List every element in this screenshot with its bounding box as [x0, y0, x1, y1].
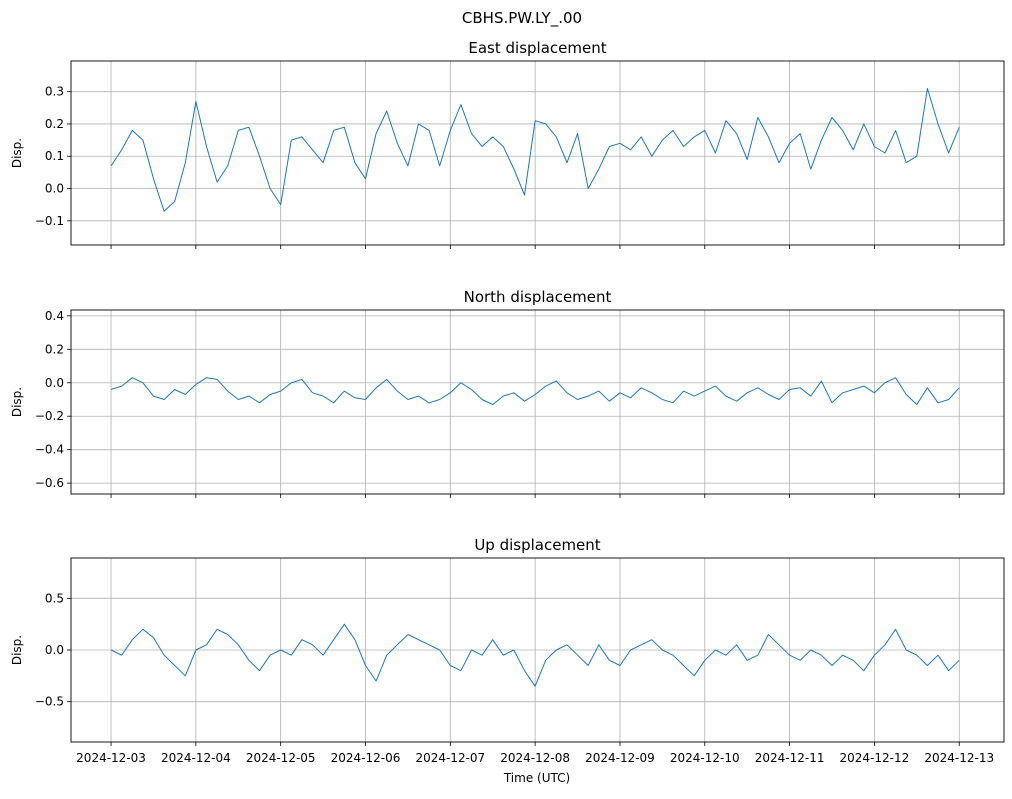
x-tick-label: 2024-12-07 [415, 751, 485, 765]
y-axis-label: Disp. [10, 387, 24, 417]
axes-frame [70, 60, 1005, 246]
panel-0: −0.1 0.0 0.1 0.2 0.3 East displacement Disp. [10, 39, 1005, 249]
y-tick-label: 0.2 [45, 117, 64, 131]
x-tick-label: 2024-12-12 [840, 751, 910, 765]
series-line [110, 87, 960, 212]
y-tick-label: −0.6 [35, 476, 64, 490]
y-tick-label: 0.3 [45, 85, 64, 99]
x-tick-label: 2024-12-06 [331, 751, 401, 765]
y-tick-label: 0.5 [45, 591, 64, 605]
panel-1: −0.6 −0.4 −0.2 0.0 0.2 0.4 North displacement D… [10, 288, 1005, 498]
series-line [110, 377, 960, 405]
panel-title: East displacement [468, 39, 606, 57]
y-tick-label: 0.1 [45, 149, 64, 163]
y-tick-label: −0.5 [35, 695, 64, 709]
x-tick-label: 2024-12-10 [670, 751, 740, 765]
x-tick-label: 2024-12-08 [500, 751, 570, 765]
x-axis-label: Time (UTC) [503, 771, 570, 785]
panel-2: 2024-12-03 2024-12-04 2024-12-05 2024-12-06… [10, 536, 1005, 765]
x-tick-label: 2024-12-03 [76, 751, 146, 765]
figure-title: CBHS.PW.LY_.00 [462, 9, 582, 28]
y-tick-label: −0.2 [35, 409, 64, 423]
panel-title: Up displacement [474, 536, 600, 554]
y-tick-label: 0.0 [45, 376, 64, 390]
y-tick-label: −0.4 [35, 443, 64, 457]
y-tick-label: 0.0 [45, 182, 64, 196]
x-tick-label: 2024-12-11 [755, 751, 825, 765]
y-tick-label: 0.2 [45, 342, 64, 356]
panel-title: North displacement [464, 288, 612, 306]
y-tick-label: −0.1 [35, 214, 64, 228]
axes-frame [70, 557, 1005, 743]
y-tick-label: 0.4 [45, 309, 64, 323]
x-tick-label: 2024-12-05 [246, 751, 316, 765]
y-tick-label: 0.0 [45, 643, 64, 657]
x-tick-label: 2024-12-04 [161, 751, 231, 765]
y-axis-label: Disp. [10, 138, 24, 168]
x-tick-label: 2024-12-09 [585, 751, 655, 765]
y-axis-label: Disp. [10, 635, 24, 665]
x-tick-label: 2024-12-13 [924, 751, 994, 765]
axes-frame [70, 309, 1005, 495]
series-line [110, 623, 960, 687]
